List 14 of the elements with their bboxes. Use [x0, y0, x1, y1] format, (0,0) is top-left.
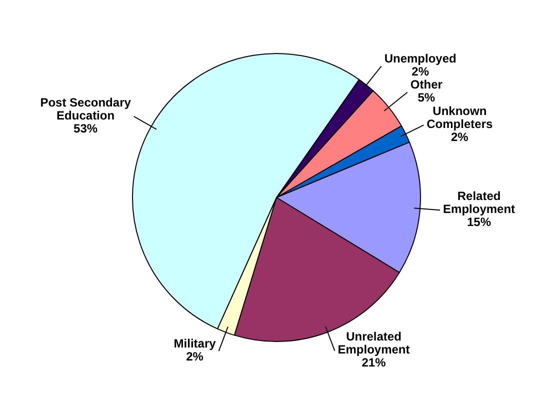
- data-label: 53%: [74, 121, 98, 136]
- slice-label: Related Employment: [443, 188, 516, 216]
- slice-label: Post Secondary Education: [40, 95, 132, 122]
- slice-label: Other: [410, 78, 443, 92]
- data-label: 5%: [418, 90, 436, 105]
- data-label: 2%: [412, 64, 430, 79]
- slice-label: Unknown Completers: [426, 104, 493, 131]
- data-label: 2%: [450, 130, 469, 144]
- data-label: 15%: [467, 214, 492, 229]
- data-label: 2%: [186, 349, 204, 364]
- slice-label: Unemployed: [384, 52, 456, 66]
- slice-label: Unrelated Employment: [338, 330, 410, 357]
- slice-label: Military: [174, 336, 216, 350]
- data-label: 21%: [362, 356, 386, 370]
